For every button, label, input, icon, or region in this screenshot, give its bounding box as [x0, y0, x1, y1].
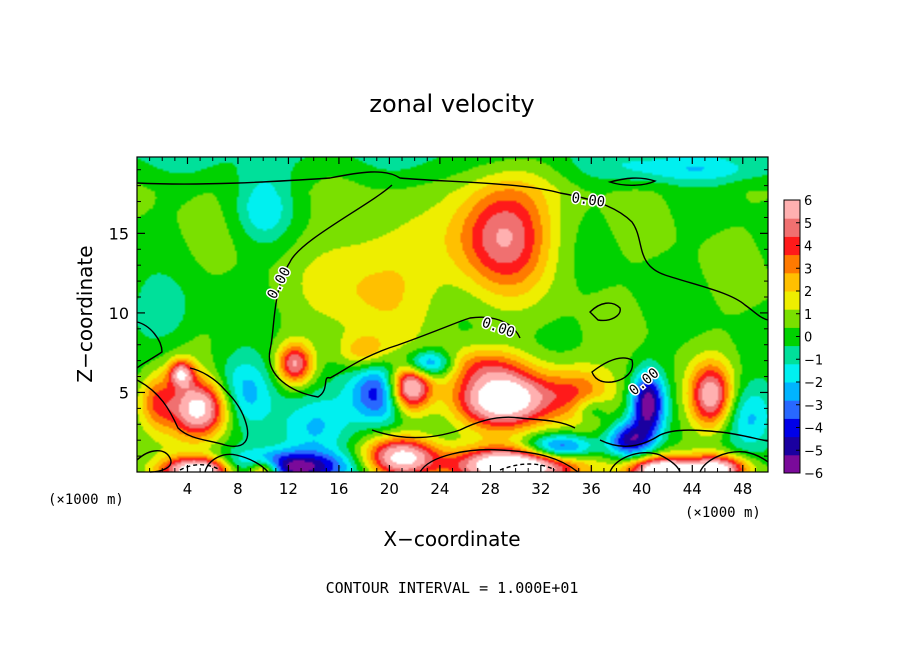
zero-contour-line — [204, 453, 269, 473]
colorbar-swatch — [784, 309, 800, 328]
colorbar-swatch — [784, 454, 800, 474]
x-tick-label: 16 — [329, 480, 348, 498]
colorbar-tick-label: 1 — [804, 308, 812, 323]
zero-contour-line — [589, 302, 621, 322]
zero-contour-line — [136, 450, 172, 473]
x-tick-label: 4 — [183, 480, 193, 498]
colorbar-tick-label: 5 — [804, 217, 812, 232]
zero-contour-line — [136, 367, 249, 447]
colorbar-tick-label: −1 — [804, 353, 823, 368]
y-axis: 5 10 15 — [109, 169, 768, 457]
zero-contour-line — [591, 357, 634, 383]
colorbar-swatch — [784, 345, 800, 365]
x-tick-label: 40 — [632, 480, 651, 498]
colorbar-tick-label: −6 — [804, 467, 823, 482]
contour-interval-note: CONTOUR INTERVAL = 1.000E+01 — [326, 579, 579, 597]
x-tick-label: 44 — [683, 480, 702, 498]
colorbar-swatch — [784, 327, 800, 347]
colorbar-tick-label: 2 — [804, 285, 812, 300]
colorbar-tick-label: −3 — [804, 399, 823, 414]
x-tick-label: 48 — [733, 480, 752, 498]
x-tick-label: 20 — [380, 480, 399, 498]
zero-contour-line — [419, 448, 579, 473]
colorbar-tick-label: −4 — [804, 422, 823, 437]
colorbar-swatch — [784, 436, 800, 456]
x-scale-note-left: (×1000 m) — [48, 492, 124, 508]
y-axis-label: Z−coordinate — [73, 245, 97, 382]
x-axis-label: X−coordinate — [383, 527, 520, 551]
colorbar-swatch — [784, 254, 800, 274]
chart-title: zonal velocity — [369, 90, 534, 118]
colorbar-swatch — [784, 363, 800, 383]
colorbar: 6 5 4 3 2 1 0 −1 −2 −3 −4 −5 −6 — [783, 194, 823, 482]
colorbar-tick-label: 6 — [804, 194, 812, 209]
x-tick-label: 32 — [531, 480, 550, 498]
contour-label: 0.00 — [570, 190, 606, 211]
x-tick-label: 24 — [430, 480, 449, 498]
zero-contour-line — [599, 429, 769, 448]
colorbar-swatch — [784, 382, 800, 401]
zero-contour-line — [179, 464, 221, 471]
x-tick-label: 36 — [582, 480, 601, 498]
colorbar-swatch — [784, 400, 800, 419]
x-tick-label: 28 — [481, 480, 500, 498]
colorbar-swatch — [784, 218, 800, 237]
colorbar-tick-label: 3 — [804, 262, 812, 277]
zero-contour-line — [371, 416, 576, 439]
colorbar-tick-label: −2 — [804, 376, 823, 391]
zero-contour-line — [136, 171, 769, 321]
colorbar-swatch — [784, 200, 800, 219]
x-tick-label: 12 — [279, 480, 298, 498]
x-axis: 4 8 12 16 20 24 28 32 36 40 44 48 — [149, 157, 756, 498]
zero-contour-line — [136, 321, 163, 369]
plot-area: 0.00 0.00 0.00 0.00 — [136, 156, 769, 473]
colorbar-tick-label: 4 — [804, 240, 812, 255]
colorbar-swatch — [784, 418, 800, 438]
zero-contour-line — [607, 177, 657, 186]
zero-contour-line — [499, 463, 556, 471]
zero-contour-line — [609, 452, 681, 473]
zero-contour-line — [699, 451, 769, 473]
colorbar-swatch — [784, 272, 800, 292]
y-tick-label: 5 — [119, 383, 129, 402]
x-scale-note-right: (×1000 m) — [685, 505, 761, 521]
colorbar-swatch — [784, 236, 800, 256]
colorbar-tick-label: 0 — [804, 331, 812, 346]
x-tick-label: 8 — [233, 480, 243, 498]
colorbar-swatch — [784, 291, 800, 310]
zero-contour-lines — [136, 171, 769, 473]
y-tick-label: 10 — [109, 304, 129, 323]
y-tick-label: 15 — [109, 224, 129, 243]
colorbar-tick-label: −5 — [804, 444, 823, 459]
zero-contour-line — [268, 184, 521, 398]
velocity-heatmap — [137, 157, 768, 472]
